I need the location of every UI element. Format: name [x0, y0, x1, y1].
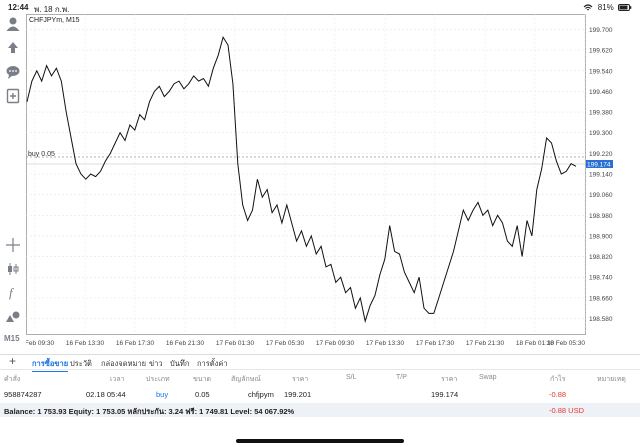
time-tick-label: 18 Feb 01:30: [516, 340, 555, 347]
cell-time: 02.18 05:44: [86, 390, 126, 399]
price-tick-label: 199.540: [589, 68, 613, 75]
time-tick-label: 16 Feb 17:30: [116, 340, 155, 347]
price-tick-label: 198.900: [589, 233, 613, 240]
col-order: คำสั่ง: [4, 376, 21, 383]
status-date: พ. 18 ก.พ.: [34, 5, 70, 14]
cell-current-price: 199.174: [431, 390, 459, 399]
time-tick-label: 16 Feb 09:30: [26, 340, 55, 347]
home-indicator[interactable]: [236, 439, 404, 443]
price-tick-label: 198.580: [589, 316, 613, 323]
balance-bar: Balance: 1 753.93 Equity: 1 753.05 หลักป…: [0, 403, 640, 417]
terminal-panel: + การซื้อขาย ประวัติ กล่องจดหมาย ข่าว บั…: [0, 354, 640, 447]
svg-text:f: f: [9, 285, 15, 300]
time-tick-label: 16 Feb 13:30: [66, 340, 105, 347]
col-size: ขนาด: [193, 376, 212, 383]
cell-order: 958874287: [4, 390, 42, 399]
account-icon[interactable]: [5, 16, 21, 32]
terminal-tabs: + การซื้อขาย ประวัติ กล่องจดหมาย ข่าว บั…: [0, 354, 640, 372]
time-tick-label: 17 Feb 21:30: [466, 340, 505, 347]
battery-percent: 81%: [597, 3, 614, 12]
col-sl: S/L: [346, 374, 357, 381]
function-icon[interactable]: f: [5, 284, 21, 300]
time-tick-label: 17 Feb 17:30: [416, 340, 455, 347]
order-line-label: buy 0.05: [28, 151, 55, 158]
price-tick-label: 199.620: [589, 48, 613, 55]
balance-pnl: -0.88 USD: [549, 406, 585, 415]
current-price-label: 199.174: [587, 162, 611, 169]
price-tick-label: 199.220: [589, 151, 613, 158]
col-swap: Swap: [479, 374, 497, 381]
tab-settings[interactable]: การตั้งค่า: [197, 359, 228, 368]
status-battery: 81%: [583, 3, 632, 12]
time-tick-label: 16 Feb 21:30: [166, 340, 205, 347]
price-tick-label: 199.300: [589, 130, 613, 137]
col-tp: T/P: [396, 374, 407, 381]
trade-icon[interactable]: [5, 39, 21, 55]
chart-toolbar: f M15: [0, 14, 27, 354]
add-icon[interactable]: +: [9, 354, 17, 368]
price-chart[interactable]: CHFJPYm, M15 buy 0.05 199.700 199.620 199.…: [26, 14, 614, 354]
col-comment: หมายเหตุ: [597, 376, 626, 383]
symbol-label: CHFJPYm, M15: [29, 17, 80, 24]
price-tick-label: 199.460: [589, 89, 613, 96]
objects-icon[interactable]: [5, 308, 21, 324]
time-tick-label: 17 Feb 09:30: [316, 340, 355, 347]
price-tick-label: 199.700: [589, 27, 613, 34]
add-indicator-icon[interactable]: [5, 88, 21, 104]
wifi-icon: [583, 4, 592, 11]
battery-icon: [618, 4, 632, 12]
col-current-price: ราคา: [441, 376, 458, 383]
col-symbol: สัญลักษณ์: [231, 376, 261, 383]
time-tick-label: 17 Feb 01:30: [216, 340, 255, 347]
tab-mailbox[interactable]: กล่องจดหมาย: [101, 359, 147, 368]
col-type: ประเภท: [146, 376, 170, 383]
cell-price: 199.201: [284, 390, 312, 399]
col-time: เวลา: [110, 376, 125, 383]
balance-text: Balance: 1 753.93 Equity: 1 753.05 หลักป…: [4, 407, 295, 416]
col-profit: กำไร: [550, 376, 566, 383]
price-tick-label: 199.140: [589, 172, 613, 179]
cell-profit: -0.88: [549, 390, 567, 399]
price-tick-label: 199.060: [589, 192, 613, 199]
chat-icon[interactable]: [5, 64, 21, 80]
crosshair-icon[interactable]: [5, 237, 21, 253]
cell-symbol: chfjpym: [248, 390, 274, 399]
price-tick-label: 198.980: [589, 213, 613, 220]
price-series-line: [26, 35, 577, 324]
col-price: ราคา: [292, 376, 309, 383]
price-tick-label: 198.820: [589, 254, 613, 261]
time-tick-label: 17 Feb 05:30: [266, 340, 305, 347]
cell-size: 0.05: [195, 390, 210, 399]
status-time: 12:44: [8, 3, 29, 12]
tab-news[interactable]: ข่าว: [149, 359, 163, 368]
time-tick-label: 17 Feb 13:30: [366, 340, 405, 347]
price-tick-label: 198.740: [589, 275, 613, 282]
price-tick-label: 199.380: [589, 110, 613, 117]
status-bar: 12:44 พ. 18 ก.พ. 81%: [0, 0, 640, 14]
tab-journal[interactable]: บันทึก: [170, 359, 190, 368]
cell-type: buy: [156, 390, 169, 399]
candles-icon[interactable]: [5, 261, 21, 277]
time-tick-label: 18 Feb 05:30: [547, 340, 586, 347]
timeframe-button[interactable]: M15: [4, 334, 20, 343]
current-price-marker: [586, 160, 613, 168]
tab-history[interactable]: ประวัติ: [70, 359, 92, 368]
tab-trade[interactable]: การซื้อขาย: [32, 358, 69, 372]
price-tick-label: 198.660: [589, 295, 613, 302]
